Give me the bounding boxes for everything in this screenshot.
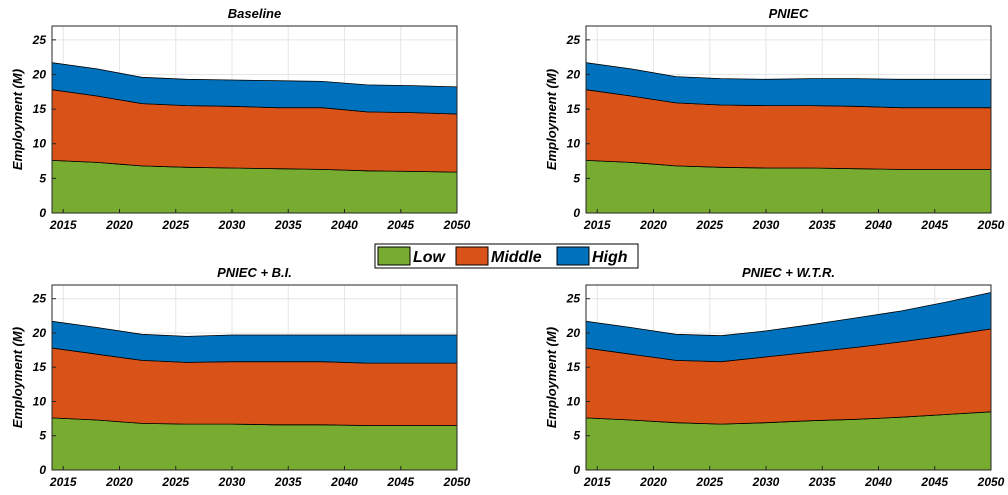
chart-panel: 2015 2020 2025 2030 2035 2040 2045 205005101520… [10,265,471,489]
x-tick-label: 2020 [639,218,667,232]
x-tick-label: 2025 [695,475,723,489]
y-axis-label: Employment (M) [10,69,25,170]
x-tick-label: 2035 [808,218,836,232]
axes-box [51,25,458,214]
x-tick-label: 2050 [977,475,1005,489]
chart-panel: 2015 2020 2025 2030 2035 2040 2045 205005101520… [10,6,471,232]
x-tick-label: 2025 [161,475,189,489]
chart-title: PNIEC + B.I. [217,265,292,280]
y-tick-label: 5 [39,429,46,443]
x-tick-label: 2035 [274,218,302,232]
x-tick-label: 2025 [161,218,189,232]
y-tick-label: 10 [567,394,581,408]
x-tick-label: 2015 [49,218,77,232]
legend-box [374,243,639,269]
x-tick-label: 2050 [443,218,471,232]
y-tick-label: 5 [573,171,580,185]
chart-title: Baseline [228,6,281,21]
legend-label-high: High [592,249,628,266]
x-tick-label: 2015 [583,218,611,232]
x-tick-label: 2035 [808,475,836,489]
legend: Low Middle High [374,243,639,269]
chart-panel: 2015 2020 2025 2030 2035 2040 2045 205005101520… [544,265,1005,489]
x-tick-label: 2030 [752,218,780,232]
x-tick-label: 2050 [443,475,471,489]
x-tick-label: 2040 [864,218,892,232]
y-tick-label: 25 [566,33,581,47]
chart-panel: 2015 2020 2025 2030 2035 2040 2045 205005101520… [544,6,1005,232]
y-tick-label: 10 [33,137,47,151]
legend-swatch-middle [455,246,489,266]
axes-box [585,25,992,214]
legend-label-middle: Middle [491,249,542,266]
y-axis-label: Employment (M) [544,69,559,170]
x-tick-label: 2015 [583,475,611,489]
axes-box [585,284,992,471]
x-tick-label: 2030 [752,475,780,489]
legend-swatch-high [556,246,590,266]
y-tick-label: 0 [39,206,46,220]
x-tick-label: 2030 [218,218,246,232]
chart-panels: 2015 2020 2025 2030 2035 2040 2045 205005101520… [10,6,1005,489]
y-axis-label: Employment (M) [10,327,25,428]
x-tick-label: 2035 [274,475,302,489]
axes-box [51,284,458,471]
y-tick-label: 20 [32,67,47,81]
y-tick-label: 15 [567,360,581,374]
y-tick-label: 0 [573,463,580,477]
y-tick-label: 20 [32,326,47,340]
y-tick-label: 0 [573,206,580,220]
y-tick-label: 15 [33,102,47,116]
y-tick-label: 25 [32,292,47,306]
x-tick-label: 2045 [920,218,948,232]
y-tick-label: 25 [566,292,581,306]
chart-title: PNIEC [769,6,809,21]
y-tick-label: 5 [573,429,580,443]
x-tick-label: 2020 [105,218,133,232]
y-tick-label: 20 [566,326,581,340]
x-tick-label: 2040 [330,218,358,232]
x-tick-label: 2045 [920,475,948,489]
y-tick-label: 5 [39,171,46,185]
x-tick-label: 2040 [864,475,892,489]
x-tick-label: 2030 [218,475,246,489]
y-tick-label: 10 [567,137,581,151]
y-tick-label: 25 [32,33,47,47]
x-tick-label: 2020 [105,475,133,489]
x-tick-label: 2045 [386,218,414,232]
x-tick-label: 2025 [695,218,723,232]
x-tick-label: 2020 [639,475,667,489]
y-tick-label: 15 [33,360,47,374]
x-tick-label: 2050 [977,218,1005,232]
legend-swatch-low [377,246,411,266]
y-tick-label: 0 [39,463,46,477]
x-tick-label: 2015 [49,475,77,489]
x-tick-label: 2040 [330,475,358,489]
legend-label-low: Low [413,249,447,266]
x-tick-label: 2045 [386,475,414,489]
y-axis-label: Employment (M) [544,327,559,428]
y-tick-label: 10 [33,394,47,408]
y-tick-label: 15 [567,102,581,116]
chart-title: PNIEC + W.T.R. [742,265,835,280]
y-tick-label: 20 [566,67,581,81]
